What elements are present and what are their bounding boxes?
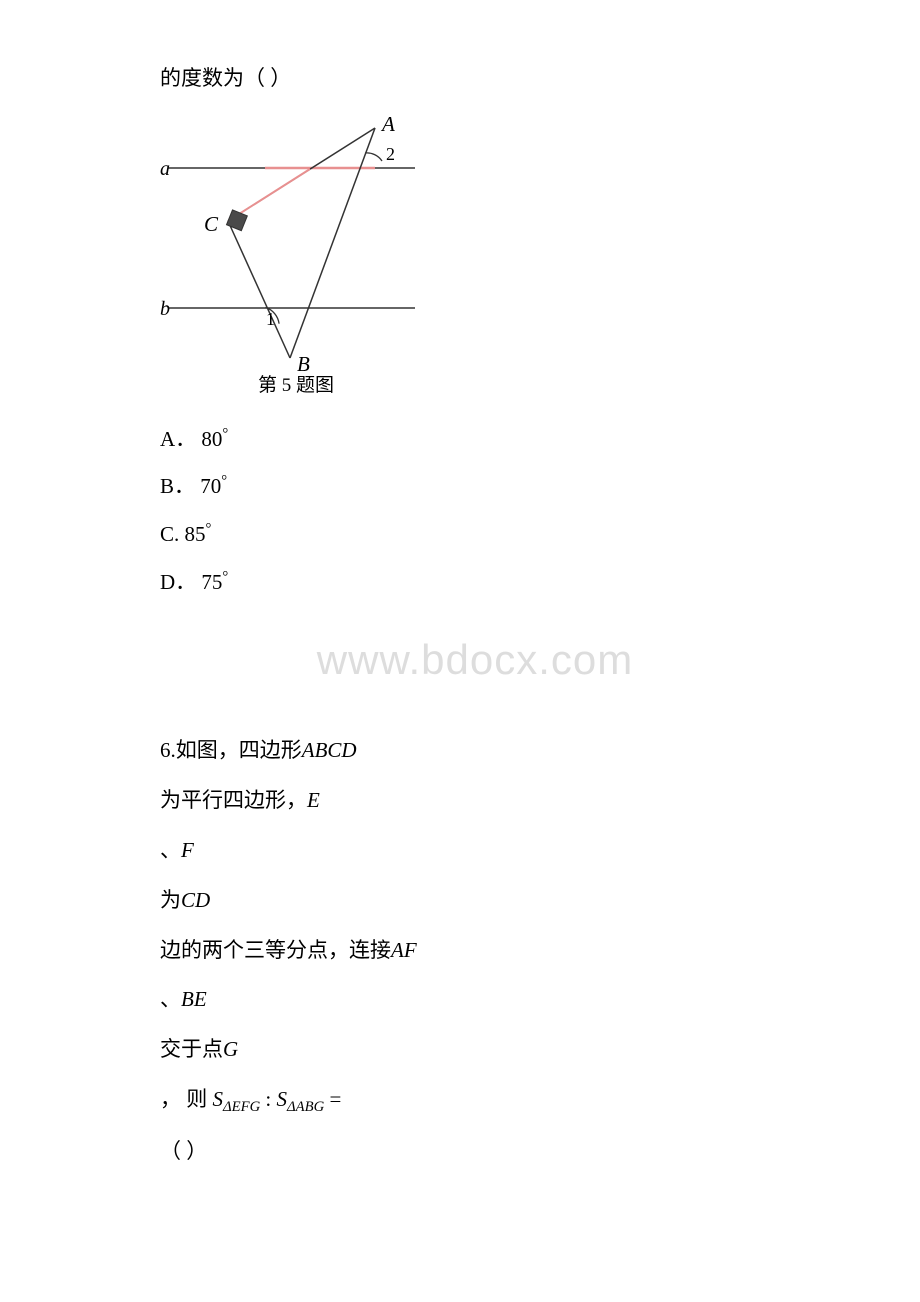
right-angle-marker (227, 210, 248, 231)
option-B-degree: ° (221, 473, 227, 489)
q6-line1-pre: 6.如图，四边形 (160, 738, 302, 762)
option-B-value: 70 (200, 474, 221, 498)
option-D-degree: ° (222, 569, 228, 585)
q6-line2-var: E (307, 788, 320, 812)
q6-line7-pre: 交于点 (160, 1037, 223, 1061)
option-C: C. 85° (160, 516, 790, 554)
line-CB (228, 221, 290, 358)
q6-line4: 为CD (160, 882, 790, 920)
q6-line5-pre: 边的两个三等分点，连接 (160, 938, 391, 962)
label-A: A (380, 113, 395, 136)
q6-line3: 、F (160, 832, 790, 870)
q6-sub1: ΔEFG (223, 1099, 260, 1115)
q6-line8-pre: ， 则 (160, 1087, 207, 1111)
q6-line6: 、BE (160, 981, 790, 1019)
q6-line1: 6.如图，四边形ABCD (160, 732, 790, 770)
option-D: D． 75° (160, 564, 790, 602)
q6-line5-var: AF (391, 938, 417, 962)
option-A-degree: ° (222, 426, 228, 442)
option-B: B． 70° (160, 468, 790, 506)
q6-line2: 为平行四边形，E (160, 782, 790, 820)
label-angle-2: 2 (386, 144, 395, 164)
q6-line2-pre: 为平行四边形， (160, 788, 307, 812)
diagram-caption: 第 5 题图 (258, 374, 334, 393)
triangle-parallel-lines-diagram: A B C a b 1 2 第 5 题图 (160, 113, 440, 393)
option-A: A． 80° (160, 421, 790, 459)
option-C-letter: C. (160, 522, 185, 546)
q6-colon: : (265, 1087, 276, 1111)
label-B: B (297, 352, 310, 376)
option-D-value: 75 (201, 570, 222, 594)
q6-line9-text: （ ） (160, 1139, 207, 1163)
q6-line6-pre: 、 (160, 987, 181, 1011)
option-C-degree: ° (206, 521, 212, 537)
q6-line4-var: CD (181, 888, 210, 912)
q5-diagram: A B C a b 1 2 第 5 题图 (160, 113, 790, 406)
q6-line3-pre: 、 (160, 838, 181, 862)
q6-sub2: ΔABG (287, 1099, 324, 1115)
q6-line9: （ ） (160, 1133, 790, 1171)
option-B-letter: B． (160, 474, 195, 498)
label-a: a (160, 158, 170, 180)
q6-S2: S (277, 1087, 288, 1111)
option-A-letter: A． (160, 427, 196, 451)
q6-line1-var: ABCD (302, 738, 357, 762)
q6-line7-var: G (223, 1037, 238, 1061)
q6-eq: = (329, 1087, 341, 1111)
q6-line7: 交于点G (160, 1031, 790, 1069)
angle-2-arc (365, 153, 382, 161)
label-angle-1: 1 (266, 309, 275, 329)
option-D-letter: D． (160, 570, 196, 594)
q6-line4-pre: 为 (160, 888, 181, 912)
q6-line5: 边的两个三等分点，连接AF (160, 932, 790, 970)
q5-text-end: 的度数为（ ） (160, 60, 790, 98)
q6-line8: ， 则 SΔEFG : SΔABG = (160, 1081, 790, 1121)
q6-line3-var: F (181, 838, 194, 862)
q6-S1: S (213, 1087, 224, 1111)
line-AB (290, 128, 375, 358)
label-b: b (160, 298, 170, 320)
watermark-text: www.bdocx.com (160, 622, 790, 698)
option-A-value: 80 (201, 427, 222, 451)
q6-line6-var: BE (181, 987, 207, 1011)
option-C-value: 85 (185, 522, 206, 546)
label-C: C (204, 212, 219, 236)
